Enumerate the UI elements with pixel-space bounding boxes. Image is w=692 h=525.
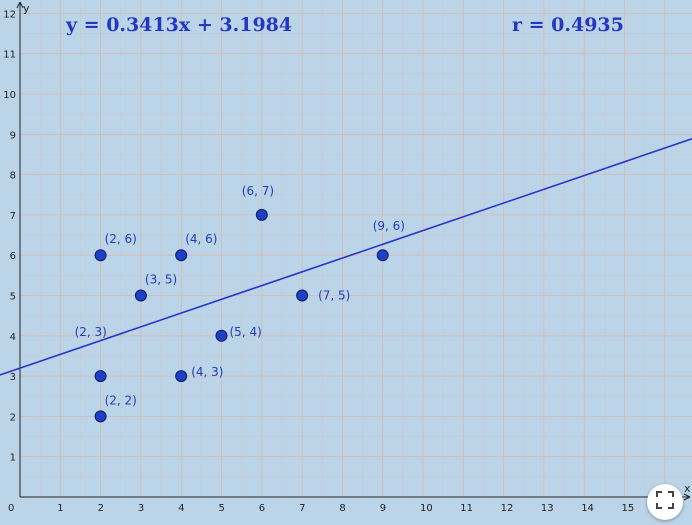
y-tick-label: 2 [10, 412, 16, 423]
data-point [94, 249, 107, 262]
y-tick-label: 9 [10, 130, 16, 141]
x-axis-label: x [684, 482, 691, 495]
fullscreen-icon [656, 490, 674, 514]
x-tick-label: 9 [380, 503, 386, 514]
x-tick-label: 0 [8, 503, 14, 514]
point-label: (3, 5) [145, 273, 177, 287]
point-label: (5, 4) [230, 325, 262, 339]
y-tick-label: 12 [3, 9, 16, 20]
data-point [94, 410, 107, 423]
x-tick-label: 15 [622, 503, 635, 514]
x-tick-label: 1 [57, 503, 63, 514]
y-tick-label: 3 [10, 372, 16, 383]
x-axis-arrow [683, 493, 691, 501]
y-tick-label: 11 [3, 50, 16, 61]
x-tick-label: 13 [541, 503, 554, 514]
regression-equation: y = 0.3413x + 3.1984 [66, 14, 293, 36]
x-tick-label: 10 [420, 503, 433, 514]
data-point [175, 370, 188, 383]
x-tick-label: 11 [460, 503, 473, 514]
y-tick-label: 6 [10, 251, 16, 262]
data-point [376, 249, 389, 262]
y-tick-label: 7 [10, 211, 16, 222]
x-tick-label: 14 [581, 503, 594, 514]
x-tick-label: 3 [138, 503, 144, 514]
point-label: (7, 5) [318, 289, 350, 303]
data-point [134, 289, 147, 302]
correlation-coefficient: r = 0.4935 [512, 14, 624, 36]
x-tick-label: 7 [299, 503, 305, 514]
y-axis-label: y [23, 2, 30, 15]
data-point [296, 289, 309, 302]
point-label: (2, 3) [75, 325, 107, 339]
x-tick-label: 5 [219, 503, 225, 514]
point-label: (2, 6) [105, 232, 137, 246]
fullscreen-button[interactable] [647, 484, 683, 520]
y-tick-label: 1 [10, 453, 16, 464]
x-tick-label: 4 [178, 503, 184, 514]
x-tick-label: 8 [339, 503, 345, 514]
data-point [215, 329, 228, 342]
y-tick-label: 4 [10, 332, 16, 343]
x-tick-label: 12 [501, 503, 514, 514]
point-label: (4, 3) [191, 365, 223, 379]
y-tick-label: 5 [10, 292, 16, 303]
y-tick-label: 10 [3, 90, 16, 101]
point-label: (4, 6) [185, 232, 217, 246]
regression-line [0, 137, 692, 376]
data-point [255, 208, 268, 221]
x-tick-label: 6 [259, 503, 265, 514]
x-tick-label: 2 [98, 503, 104, 514]
y-axis-arrow [16, 1, 24, 9]
y-tick-label: 8 [10, 171, 16, 182]
data-point [94, 370, 107, 383]
point-label: (9, 6) [373, 219, 405, 233]
data-point [175, 249, 188, 262]
point-label: (2, 2) [105, 393, 137, 407]
point-label: (6, 7) [242, 184, 274, 198]
